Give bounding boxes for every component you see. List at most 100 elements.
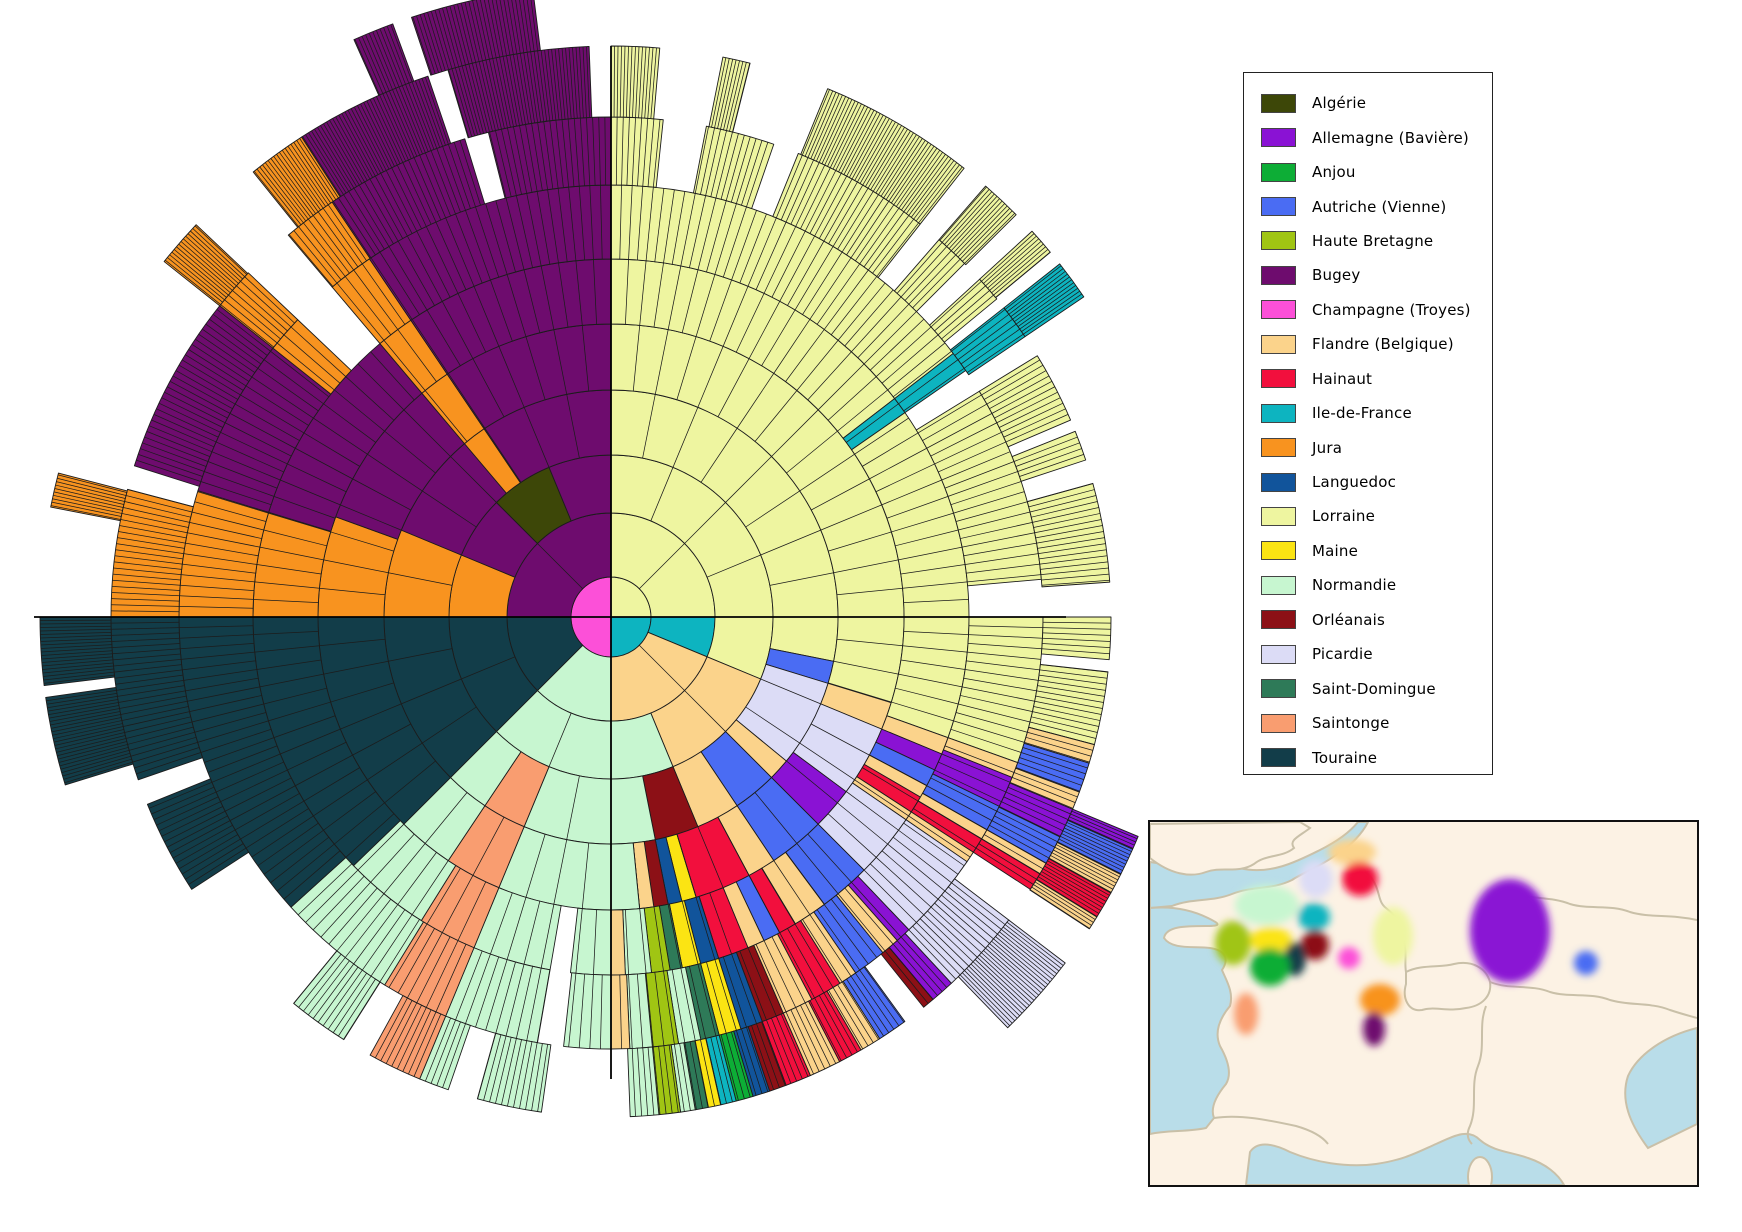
legend-swatch-bug: [1261, 265, 1296, 285]
legend-swatch-hai: [1261, 369, 1296, 389]
map-region-hbr: [1215, 921, 1251, 965]
map-border-4: [1489, 981, 1697, 1019]
legend-label: Saintonge: [1312, 714, 1390, 733]
wedge-nor: [476, 1032, 552, 1113]
legend-label: Haute Bretagne: [1312, 231, 1434, 250]
legend-swatch-tou: [1261, 748, 1296, 768]
map-corsica: [1467, 1156, 1493, 1185]
legend-item-aut: Autriche (Vienne): [1244, 189, 1492, 223]
wedge-lor: [915, 390, 1042, 587]
map-region-anj: [1250, 948, 1290, 986]
legend-item-orl: Orléanais: [1244, 603, 1492, 637]
legend-item-tou: Touraine: [1244, 740, 1492, 774]
legend-swatch-mai: [1261, 541, 1296, 561]
map-content: [1150, 822, 1697, 1185]
legend-item-anj: Anjou: [1244, 155, 1492, 189]
legend-item-sai: Saintonge: [1244, 706, 1492, 740]
legend-item-nor: Normandie: [1244, 568, 1492, 602]
map-region-sai: [1234, 993, 1258, 1035]
legend-label: Anjou: [1312, 163, 1356, 182]
legend-label: Autriche (Vienne): [1312, 197, 1447, 216]
legend-swatch-pic: [1261, 644, 1296, 664]
legend-label: Orléanais: [1312, 610, 1386, 629]
legend-item-alg: Algérie: [1244, 86, 1492, 120]
map-region-orl: [1301, 930, 1329, 960]
map-border-5: [1466, 1005, 1487, 1145]
map-region-nor: [1235, 885, 1299, 925]
map-sea-1: [1150, 906, 1232, 1136]
legend-item-all: Allemagne (Bavière): [1244, 120, 1492, 154]
legend-item-bug: Bugey: [1244, 258, 1492, 292]
wedge-lor: [938, 185, 1017, 266]
legend-swatch-all: [1261, 128, 1296, 148]
wedge-tou: [146, 778, 250, 890]
legend-label: Flandre (Belgique): [1312, 335, 1454, 354]
legend-label: Languedoc: [1312, 473, 1397, 492]
legend-swatch-orl: [1261, 610, 1296, 630]
map-border-6: [1213, 1115, 1329, 1145]
map-region-jur: [1360, 984, 1400, 1016]
legend-item-hai: Hainaut: [1244, 362, 1492, 396]
map-region-idf: [1298, 903, 1330, 931]
legend-item-fla: Flandre (Belgique): [1244, 327, 1492, 361]
map-region-blobs: [1215, 839, 1598, 1046]
legend-swatch-lan: [1261, 472, 1296, 492]
legend-label: Champagne (Troyes): [1312, 300, 1471, 319]
legend-label: Maine: [1312, 541, 1359, 560]
legend-label: Allemagne (Bavière): [1312, 128, 1469, 147]
legend-label: Saint-Domingue: [1312, 679, 1436, 698]
legend-item-idf: Ile-de-France: [1244, 396, 1492, 430]
legend: Algérie Allemagne (Bavière) Anjou Autriche …: [1243, 72, 1493, 775]
map-region-lor: [1373, 907, 1413, 965]
legend-swatch-cha: [1261, 300, 1296, 320]
legend-swatch-idf: [1261, 403, 1296, 423]
legend-item-mai: Maine: [1244, 534, 1492, 568]
legend-label: Touraine: [1312, 748, 1378, 767]
map-region-mai: [1250, 927, 1292, 953]
wedge-fla: [1029, 879, 1098, 930]
map-region-bug: [1363, 1012, 1385, 1046]
legend-item-cha: Champagne (Troyes): [1244, 293, 1492, 327]
legend-item-pic: Picardie: [1244, 637, 1492, 671]
legend-label: Algérie: [1312, 94, 1367, 113]
legend-label: Picardie: [1312, 645, 1373, 664]
legend-swatch-anj: [1261, 162, 1296, 182]
legend-swatch-jur: [1261, 438, 1296, 458]
map-svg: [1150, 822, 1697, 1185]
generation-tick-lines: [40, 0, 1138, 1117]
wedge-lor: [610, 116, 664, 188]
legend-label: Hainaut: [1312, 369, 1373, 388]
map-inset: [1148, 820, 1699, 1187]
legend-swatch-nor: [1261, 575, 1296, 595]
legend-item-hbr: Haute Bretagne: [1244, 224, 1492, 258]
map-border-3: [1509, 891, 1697, 921]
legend-swatch-aut: [1261, 197, 1296, 217]
legend-item-lor: Lorraine: [1244, 499, 1492, 533]
legend-label: Lorraine: [1312, 507, 1376, 526]
map-region-hai: [1342, 862, 1378, 896]
legend-item-std: Saint-Domingue: [1244, 671, 1492, 705]
legend-swatch-fla: [1261, 334, 1296, 354]
wedge-nor: [627, 1046, 660, 1118]
legend-item-jur: Jura: [1244, 430, 1492, 464]
legend-label: Ile-de-France: [1312, 404, 1412, 423]
legend-swatch-alg: [1261, 93, 1296, 113]
legend-swatch-std: [1261, 679, 1296, 699]
map-region-cha: [1338, 947, 1360, 969]
legend-label: Normandie: [1312, 576, 1397, 595]
wedge-fla: [610, 909, 626, 976]
legend-label: Bugey: [1312, 266, 1361, 285]
wedge-lor: [708, 56, 751, 133]
legend-swatch-sai: [1261, 713, 1296, 733]
map-britain: [1150, 822, 1312, 876]
axis-spokes: [34, 46, 1066, 1079]
wedge-lor: [978, 355, 1072, 448]
wedge-nor: [563, 972, 612, 1050]
map-sea-3: [1624, 1026, 1697, 1150]
map-region-all: [1470, 879, 1550, 983]
legend-label: Jura: [1312, 438, 1343, 457]
map-border-2: [1403, 962, 1492, 1012]
map-region-pic: [1299, 860, 1333, 898]
